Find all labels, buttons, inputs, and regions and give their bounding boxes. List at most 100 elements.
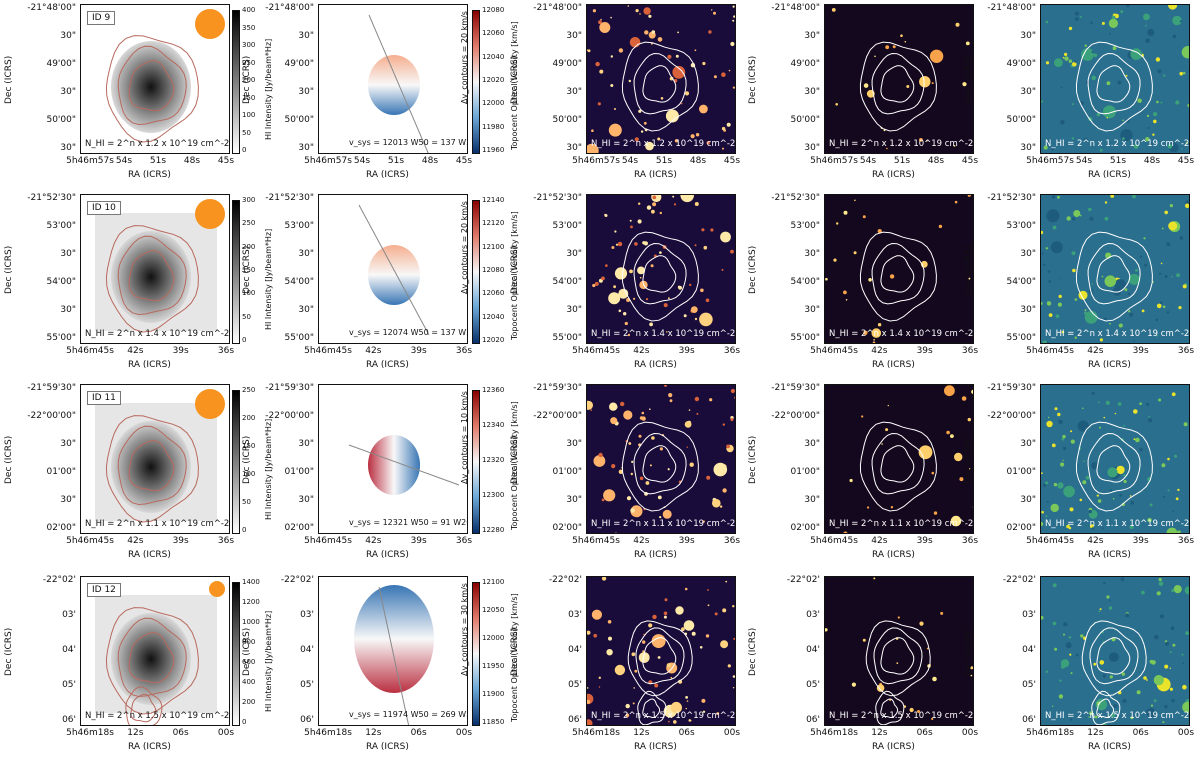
source-dot (631, 460, 634, 463)
dec-tick-label: 04' (1022, 645, 1036, 655)
velocity-colorbar (472, 582, 480, 726)
source-dot (672, 65, 686, 79)
ra-axis-label: RA (ICRS) (128, 170, 171, 180)
colorbar-tick: 12280 (482, 526, 505, 534)
source-dot (1107, 467, 1118, 478)
velocity-map (368, 435, 420, 495)
hi-contour (117, 425, 187, 506)
source-dot (1057, 412, 1061, 417)
dec-tick-label: -21°48'00" (265, 3, 314, 13)
figure-row-1: ID 9 N_HI = 2^n x 1.2 x 10^19 cm^-2 (n=0,… (0, 0, 1200, 190)
dec-tick-label: 50'00" (790, 115, 820, 125)
source-dot (1045, 247, 1048, 250)
source-dot (1062, 56, 1065, 59)
source-dot (673, 720, 677, 724)
dec-axis-label: Dec (ICRS) (510, 55, 520, 104)
source-dot (1164, 664, 1169, 669)
colorbar-tick: 12100 (482, 578, 505, 586)
hi-contour (1096, 698, 1115, 718)
source-dot (955, 22, 960, 27)
dec-tick-label: -22°02' (548, 575, 582, 585)
ra-tick-label: 06s (172, 728, 189, 738)
figure-row-2: ID 10 N_HI = 2^n x 1.4 x 10^19 cm^-2 (n=0… (0, 190, 1200, 380)
source-dot (669, 399, 673, 403)
source-dot (1074, 336, 1077, 339)
source-dot (689, 462, 694, 467)
source-dot (713, 11, 716, 15)
source-dot (1089, 216, 1094, 221)
dec-axis-label: Dec (ICRS) (964, 245, 974, 294)
dec-axis-label: Dec (ICRS) (242, 245, 252, 294)
source-dot (732, 19, 735, 22)
ra-tick-label: 45s (217, 156, 235, 166)
source-dot (1069, 653, 1072, 656)
hi-emission (111, 231, 191, 323)
colorbar-tick: 0 (242, 526, 247, 534)
intensity-colorbar (232, 10, 240, 154)
ra-tick-label: 5h46m45s (1026, 346, 1074, 356)
dec-axis-label: Dec (ICRS) (4, 435, 14, 484)
source-dot (702, 710, 706, 713)
source-dot (685, 696, 688, 699)
source-dot (833, 258, 837, 262)
ra-ticks: 5h46m18s 12s 06s 00s (572, 728, 740, 740)
source-dot (707, 589, 709, 591)
source-dot (1075, 653, 1079, 657)
dec-tick-label: -22°02' (786, 575, 820, 585)
source-dot (604, 214, 608, 217)
source-dot (615, 532, 617, 533)
dec-ticks: -21°48'00" 30" 49'00" 30" 50'00" 30" (256, 3, 314, 154)
dec-tick-label: 30" (1020, 143, 1036, 153)
source-dot (889, 274, 895, 279)
dec-tick-label: -21°59'30" (533, 383, 582, 393)
source-dot (1052, 583, 1057, 588)
radio-overlay-panel: N_HI = 2^n x 1.2 x 10^19 cm^-2 (n=0,1,..… (1040, 4, 1190, 154)
colorbar-tick: 50 (242, 312, 251, 321)
ra-ticks: 5h46m45s 42s 39s 36s (1026, 346, 1194, 358)
source-dot (725, 580, 728, 583)
ra-tick-label: 42s (633, 536, 650, 546)
source-dot (919, 76, 931, 88)
source-dot (1091, 51, 1094, 54)
dec-tick-label: 53'00" (790, 221, 820, 231)
source-dot (1182, 684, 1187, 690)
source-dot (1058, 294, 1062, 299)
source-dot (1157, 69, 1162, 74)
source-dot (625, 703, 630, 709)
source-dot (641, 411, 645, 415)
dec-tick-label: 06' (568, 715, 582, 725)
dec-tick-label: 05' (568, 680, 582, 690)
colorbar-tick: 12100 (482, 242, 505, 251)
dec-tick-label: -21°59'30" (265, 383, 314, 393)
source-dot (1057, 302, 1062, 307)
source-dot (1097, 499, 1102, 503)
hi-contour (633, 52, 687, 115)
ra-tick-label: 45s (455, 156, 473, 166)
source-dot (1122, 137, 1125, 140)
source-dot (587, 49, 589, 52)
hi-contour (642, 698, 661, 718)
source-dot (918, 445, 933, 460)
ra-axis-label: RA (ICRS) (128, 742, 171, 752)
source-dot (1123, 424, 1125, 427)
hi-contour (1075, 41, 1153, 132)
source-dot (862, 215, 866, 219)
source-dot (623, 410, 633, 420)
source-dot (1181, 148, 1183, 150)
source-dot (1070, 439, 1075, 444)
source-dot (722, 423, 725, 426)
optical-overlay-panel: N_HI = 2^n x 1.1 x 10^19 cm^-2 (n=0,1,..… (586, 384, 736, 534)
hi-contour (130, 693, 157, 723)
source-dot (1186, 139, 1189, 144)
source-dot (1090, 21, 1093, 25)
dec-tick-label: 30" (60, 143, 76, 153)
source-dot (629, 37, 641, 48)
source-dot (638, 652, 650, 663)
dec-tick-label: 02'00" (790, 523, 820, 533)
source-dot (1046, 209, 1060, 223)
source-dot (1106, 595, 1110, 599)
source-dot (1043, 145, 1048, 150)
source-dot (631, 652, 636, 657)
source-dot (614, 664, 626, 676)
dec-axis-label: Dec (ICRS) (242, 627, 252, 676)
